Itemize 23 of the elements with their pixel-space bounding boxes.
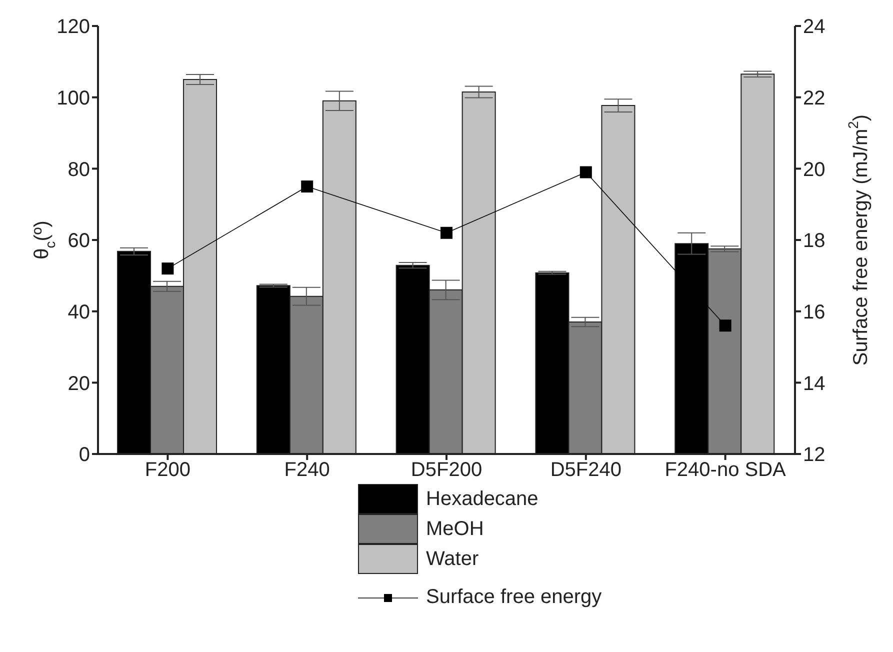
y2-tick-label: 20 — [803, 158, 826, 181]
x-tick-label: D5F240 — [550, 459, 622, 482]
y-tick-label: 80 — [68, 158, 90, 181]
y2-tick-label: 12 — [803, 444, 826, 466]
y2-tick-label: 16 — [803, 301, 826, 324]
legend-label: Hexadecane — [426, 488, 538, 510]
y-tick-label: 40 — [68, 301, 90, 324]
legend-label: Surface free energy — [426, 586, 602, 609]
legend-label: Water — [426, 548, 479, 570]
y-tick-label: 0 — [78, 444, 90, 466]
y2-tick-label: 18 — [803, 230, 826, 252]
y-tick-label: 120 — [56, 16, 90, 38]
y-tick-label: 100 — [56, 87, 90, 110]
x-tick-label: F240 — [284, 459, 330, 482]
x-tick-label: F200 — [144, 459, 190, 482]
y-tick-label: 20 — [68, 372, 90, 395]
y2-tick-label: 14 — [803, 372, 826, 395]
x-tick-label: F240-no SDA — [664, 459, 787, 482]
legend-label: MeOH — [426, 518, 484, 540]
y-tick-label: 60 — [68, 230, 90, 252]
x-tick-label: D5F200 — [410, 459, 482, 482]
y2-tick-label: 22 — [803, 87, 826, 110]
y2-tick-label: 24 — [803, 16, 826, 38]
